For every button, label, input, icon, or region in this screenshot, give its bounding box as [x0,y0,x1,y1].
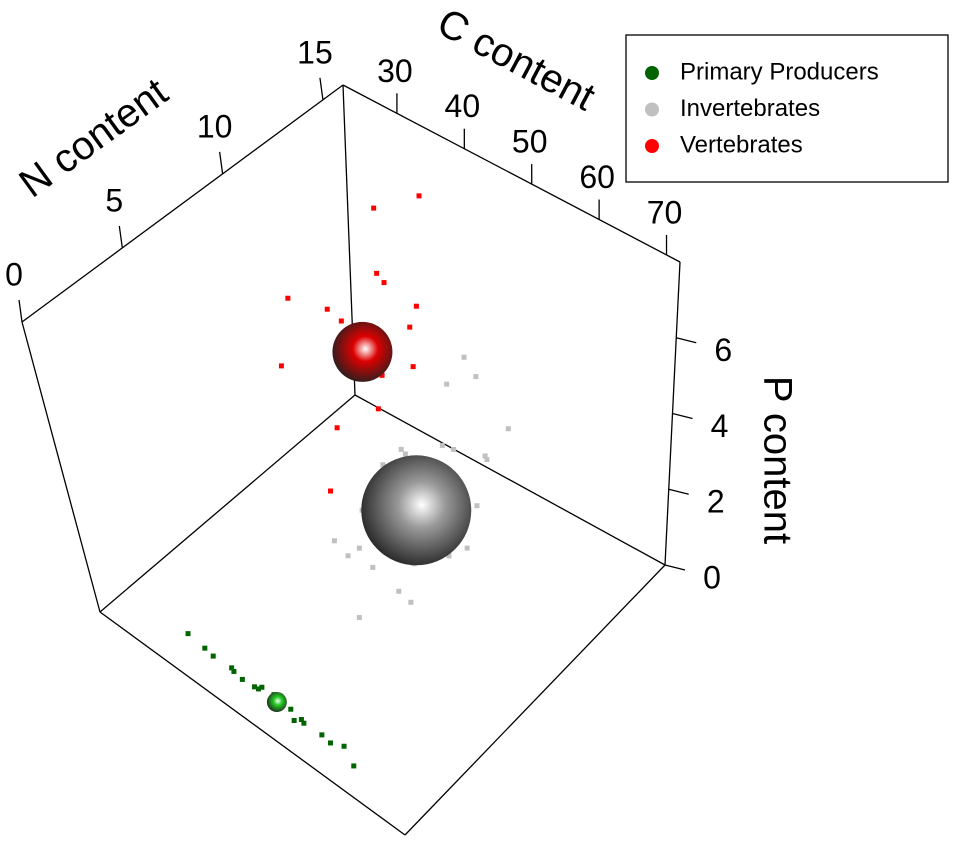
point [210,653,216,659]
legend-label: Primary Producers [680,58,879,85]
point [398,446,404,452]
z-tick-label: 6 [714,332,732,368]
point [327,740,333,746]
point [461,354,467,360]
legend-marker [645,139,659,153]
legend-marker [645,66,659,80]
point [370,564,376,570]
point [231,668,237,674]
point [338,318,344,324]
point [185,631,191,637]
x-tick-label: 30 [377,53,413,89]
point [239,676,245,682]
point [319,732,325,738]
z-axis-title: P content [755,376,799,544]
legend-label: Invertebrates [680,95,820,122]
centroid-sphere [266,692,287,713]
point [444,381,450,387]
point [380,462,386,468]
point [202,645,208,651]
point [374,270,380,276]
box-edge [21,321,101,613]
point [255,686,261,692]
point [482,453,488,459]
z-tick-label: 2 [707,484,725,520]
box-edge [342,84,681,263]
z-tick [676,337,697,344]
box-edge [21,84,344,323]
point [229,665,235,671]
point [351,763,357,769]
y-tick-label: 10 [197,108,233,144]
box-edge [99,611,406,836]
point [446,553,452,559]
y-tick [18,299,23,323]
point [288,706,294,712]
point [252,684,258,690]
legend-marker [645,102,659,117]
y-tick [319,77,324,100]
point [301,720,307,726]
point [451,446,457,452]
z-tick [664,564,686,571]
point [408,599,414,605]
point [402,451,408,457]
point [334,425,340,431]
point [278,363,284,369]
y-tick-label: 5 [105,182,123,218]
box-edge [404,564,666,836]
legend [625,34,949,183]
point [379,372,385,378]
point [285,295,291,301]
box-edge [354,394,666,566]
point [298,717,304,723]
point [413,303,419,309]
z-tick [668,488,689,495]
point [375,406,381,412]
point [474,503,480,509]
point [259,684,265,690]
point [291,718,297,724]
point [410,364,416,370]
point [473,374,479,380]
point [484,457,490,463]
point [439,442,445,448]
centroid-sphere [361,455,472,566]
z-tick [672,412,693,420]
point [356,545,362,551]
x-tick-label: 40 [445,88,481,124]
y-tick-label: 0 [5,256,23,292]
point [396,588,402,594]
point [324,306,330,312]
point [371,205,377,211]
x-tick-label: 60 [579,159,615,195]
point [331,538,337,544]
point [345,553,351,559]
z-tick-label: 4 [711,408,729,444]
x-tick-label: 50 [512,124,548,160]
y-tick [118,225,123,249]
point [328,488,334,494]
legend-label: Vertebrates [680,131,803,158]
point [381,280,387,286]
box-edge [99,394,356,613]
point [505,426,511,432]
x-tick-label: 70 [647,194,683,230]
point [407,324,413,330]
z-tick-label: 0 [703,559,721,595]
centroid-sphere [332,321,393,382]
point [356,614,362,620]
y-axis-title: N content [11,70,175,206]
y-tick-label: 15 [297,34,333,70]
point [416,193,422,199]
point [464,545,470,551]
point [341,743,347,749]
y-tick [218,151,224,174]
